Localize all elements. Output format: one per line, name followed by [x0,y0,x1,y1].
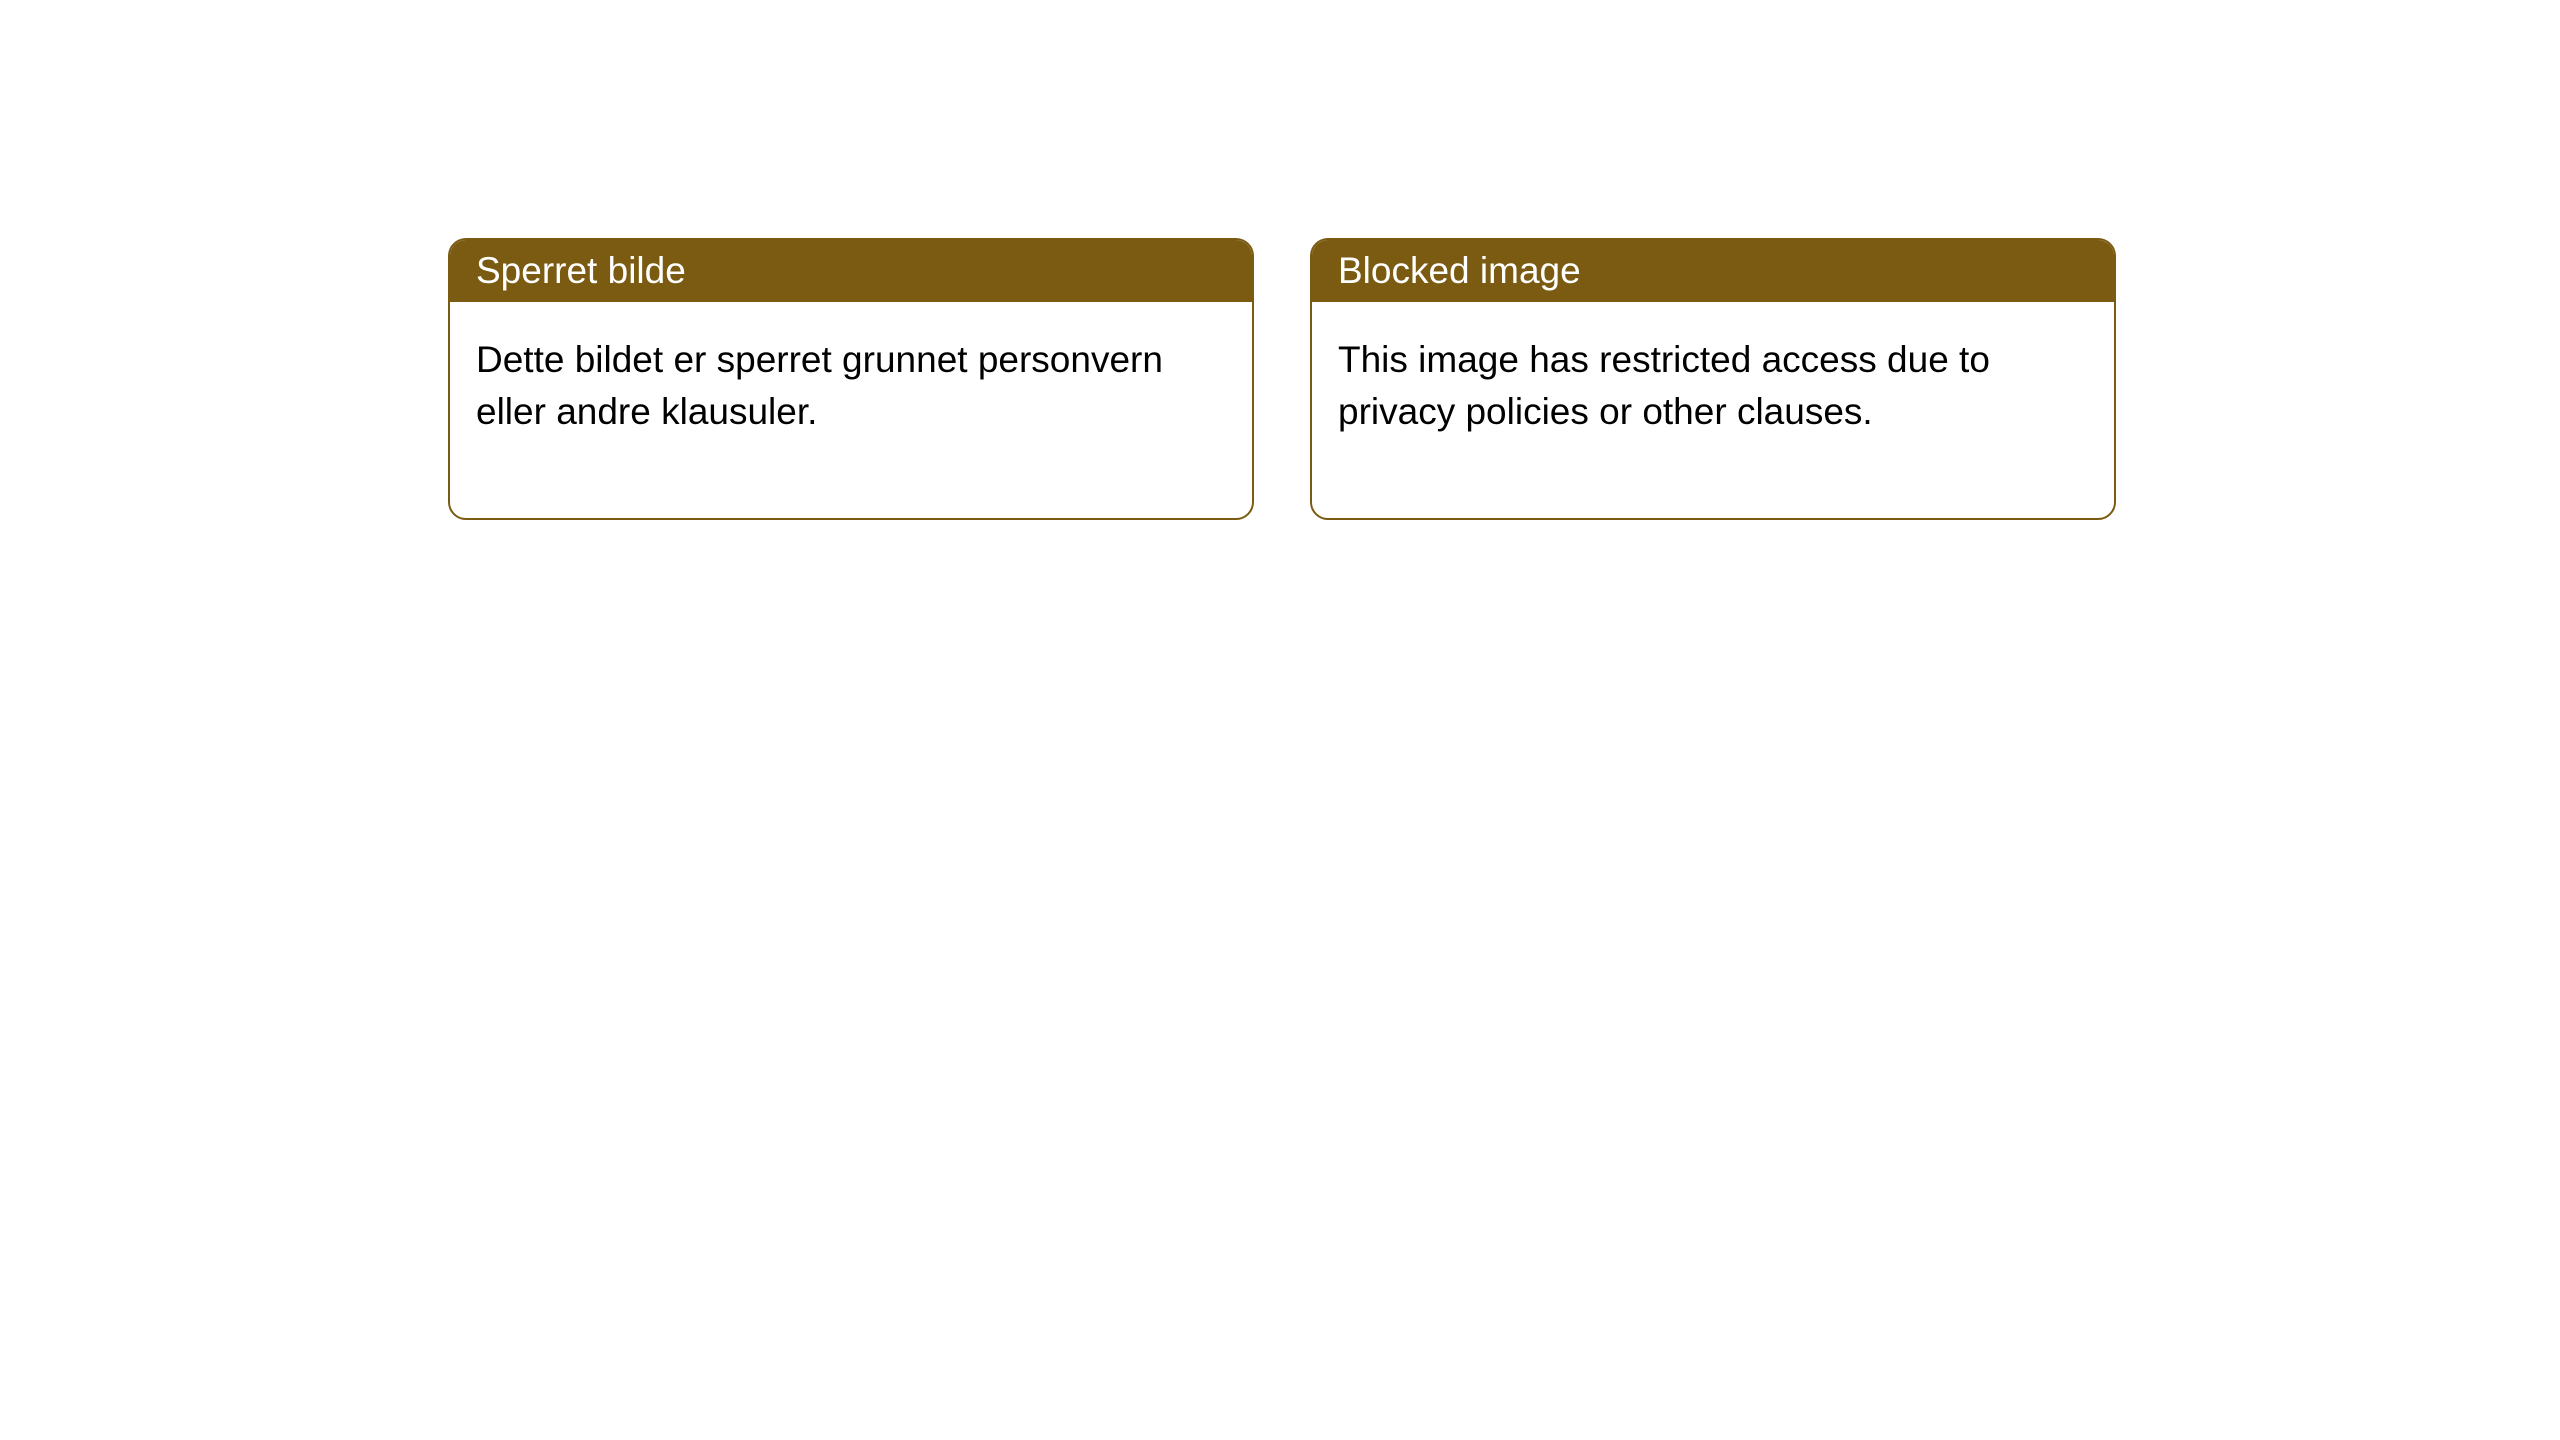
notice-card-header: Sperret bilde [450,240,1252,302]
notice-card-english: Blocked image This image has restricted … [1310,238,2116,520]
notice-card-norwegian: Sperret bilde Dette bildet er sperret gr… [448,238,1254,520]
notice-card-body: This image has restricted access due to … [1312,302,2114,518]
notice-text: This image has restricted access due to … [1338,339,1990,432]
notice-text: Dette bildet er sperret grunnet personve… [476,339,1163,432]
notice-title: Sperret bilde [476,250,686,291]
notice-card-header: Blocked image [1312,240,2114,302]
notice-container: Sperret bilde Dette bildet er sperret gr… [0,0,2560,520]
notice-card-body: Dette bildet er sperret grunnet personve… [450,302,1252,518]
notice-title: Blocked image [1338,250,1581,291]
